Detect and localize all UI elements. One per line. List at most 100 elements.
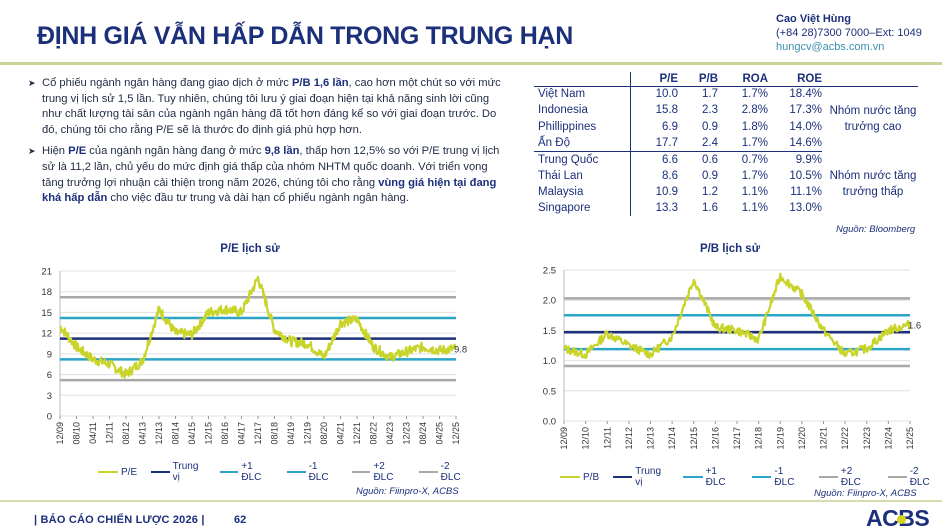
table-row: Việt Nam 10.0 1.7 1.7% 18.4% Nhóm nước tăng t… [534, 86, 918, 133]
table-header-country [534, 72, 631, 87]
bullet-pe: ➤ Hiện P/E của ngành ngân hàng đang ở mứ… [28, 144, 508, 206]
legend-swatch-icon [151, 470, 170, 474]
legend-label: Trung vị [172, 461, 199, 483]
value-cell: 6.6 [662, 153, 678, 166]
report-name: | BÁO CÁO CHIẾN LƯỢC 2026 | [34, 514, 205, 526]
commentary-bullets: ➤ Cổ phiếu ngành ngân hàng đang giao dịc… [28, 76, 508, 213]
highlight-text: 9,8 lần [264, 145, 300, 158]
bullet-text: Hiện P/E của ngành ngân hàng đang ở mức … [42, 145, 499, 204]
svg-text:12/13: 12/13 [646, 427, 656, 450]
svg-text:08/24: 08/24 [418, 422, 428, 445]
legend-label: +2 ĐLC [840, 466, 861, 488]
value-cell: 1.7% [741, 169, 768, 182]
pb-chart-legend: P/B Trung vị +1 ĐLC -1 ĐLC +2 ĐLC -2 ĐLC [560, 466, 940, 488]
country-cell: Việt Nam [534, 86, 631, 103]
value-cell: 15.8 [655, 104, 678, 117]
country-cell: Indonesia [534, 102, 631, 119]
country-cell: Thái Lan [534, 167, 631, 184]
logo-dot-icon [897, 515, 906, 524]
svg-text:12/19: 12/19 [775, 427, 785, 450]
legend-swatch-icon [419, 470, 438, 474]
value-cell: 17.3% [789, 104, 822, 117]
value-cell: 1.6 [702, 202, 718, 215]
svg-text:0.5: 0.5 [543, 386, 556, 397]
analyst-contact: Cao Việt Hùng (+84 28)7300 7000–Ext: 104… [776, 12, 922, 54]
legend-label: -2 ĐLC [909, 466, 930, 488]
analyst-email-link[interactable]: hungcv@acbs.com.vn [776, 41, 885, 53]
legend-item: P/B [560, 472, 599, 483]
value-cell: 13.0% [789, 202, 822, 215]
svg-text:6: 6 [47, 370, 52, 381]
value-cell: 18.4% [789, 88, 822, 101]
svg-text:12/24: 12/24 [883, 427, 893, 450]
svg-text:12: 12 [41, 329, 52, 340]
svg-text:12/23: 12/23 [862, 427, 872, 450]
legend-label: P/E [121, 466, 138, 478]
page-number: 62 [234, 514, 247, 526]
table-row: Malaysia 10.9 1.2 1.1% 11.1% [534, 183, 918, 201]
value-cell: 14.0% [789, 120, 822, 133]
group-label: Nhóm nước tăng trưởng cao [829, 104, 917, 133]
svg-text:12/15: 12/15 [689, 427, 699, 450]
title-divider [0, 62, 942, 65]
pe-chart-legend: P/E Trung vị +1 ĐLC -1 ĐLC +2 ĐLC -2 ĐLC [98, 461, 470, 483]
body-text: , thấp hơn 12,5% so với P/E trung vị lịc… [42, 145, 500, 189]
country-cell: Phillippines [534, 118, 631, 135]
svg-text:0.0: 0.0 [543, 417, 556, 428]
table-row: Singapore 13.3 1.6 1.1% 13.0% [534, 200, 918, 217]
table-row: Phillippines 6.9 0.9 1.8% 14.0% [534, 118, 918, 135]
analyst-phone: (+84 28)7300 7000–Ext: 1049 [776, 27, 922, 39]
legend-label: +1 ĐLC [241, 461, 262, 483]
svg-text:04/17: 04/17 [237, 422, 247, 445]
body-text: Hiện [42, 145, 69, 158]
svg-text:12/13: 12/13 [154, 422, 164, 445]
highlight-text: P/E [68, 145, 87, 158]
svg-text:04/13: 04/13 [138, 422, 148, 445]
table-header-pb: P/B [678, 72, 718, 87]
value-cell: 0.6 [702, 153, 718, 166]
pe-chart-source: Nguồn: Fiinpro-X, ACBS [356, 486, 459, 497]
pe-chart-plot: 0 3 6 9 12 15 18 21 12/09 08/10 04/11 12/11 08/12 04/… [41, 267, 467, 445]
body-text: cho việc đầu tư trung và dài hạn cổ phiế… [107, 192, 409, 205]
svg-text:04/21: 04/21 [336, 422, 346, 445]
svg-text:2.5: 2.5 [543, 266, 556, 277]
table-header-pe: P/E [630, 72, 678, 87]
svg-text:21: 21 [41, 267, 52, 278]
svg-text:12/16: 12/16 [710, 427, 720, 450]
svg-text:04/23: 04/23 [385, 422, 395, 445]
svg-text:1.6: 1.6 [908, 320, 921, 331]
value-cell: 10.5% [789, 169, 822, 182]
value-cell: 8.6 [662, 169, 678, 182]
pe-chart-title: P/E lịch sử [220, 243, 280, 255]
legend-swatch-icon [887, 475, 907, 479]
value-cell: 0.9 [702, 169, 718, 182]
value-cell: 14.6% [768, 134, 822, 152]
legend-label: P/B [583, 471, 600, 483]
table-header-group [822, 72, 918, 87]
group-label: Nhóm nước tăng trưởng thấp [829, 169, 917, 198]
svg-text:9: 9 [47, 349, 52, 360]
svg-text:12/09: 12/09 [55, 422, 65, 445]
legend-swatch-icon [613, 475, 633, 479]
svg-text:12/17: 12/17 [732, 427, 742, 450]
svg-text:12/14: 12/14 [667, 427, 677, 450]
bullet-pb: ➤ Cổ phiếu ngành ngân hàng đang giao dịc… [28, 76, 508, 138]
regional-comparison-table: P/E P/B ROA ROE Việt Nam 10.0 1.7 1.7% 18.4%… [534, 72, 924, 217]
legend-swatch-icon [351, 470, 371, 474]
bullet-arrow-icon: ➤ [28, 78, 36, 88]
legend-swatch-icon [98, 470, 118, 474]
value-cell: 10.0 [655, 88, 678, 101]
svg-text:12/22: 12/22 [840, 427, 850, 450]
pb-chart-plot: 0.0 0.5 1.0 1.5 2.0 2.5 12/09 12/10 12/11 12/12 12… [543, 266, 921, 450]
pb-history-chart: P/B lịch sử 0.0 0.5 1.0 1.5 2.0 2.5 12/09 12/10… [520, 238, 940, 500]
value-cell: 17.7 [630, 134, 678, 152]
svg-text:12/21: 12/21 [819, 427, 829, 450]
value-cell: 1.1% [741, 202, 768, 215]
legend-item: -2 ĐLC [419, 461, 470, 483]
country-cell: Malaysia [534, 183, 631, 201]
table-row: Trung Quốc 6.6 0.6 0.7% 9.9% Nhóm nước tăng t… [534, 151, 918, 198]
svg-text:12/25: 12/25 [905, 427, 915, 450]
legend-label: +1 ĐLC [705, 466, 726, 488]
svg-text:15: 15 [41, 308, 52, 319]
table-row: Indonesia 15.8 2.3 2.8% 17.3% [534, 102, 918, 119]
